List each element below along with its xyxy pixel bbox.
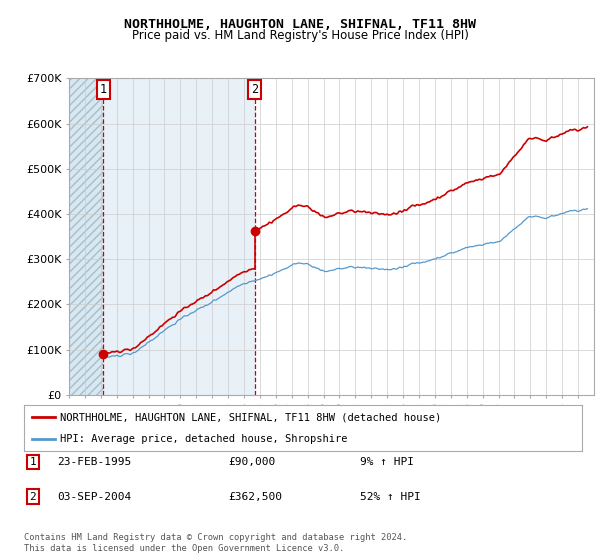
Text: 1: 1 (29, 457, 37, 467)
Text: 2: 2 (29, 492, 37, 502)
Text: 1: 1 (100, 83, 107, 96)
Text: 52% ↑ HPI: 52% ↑ HPI (360, 492, 421, 502)
Text: 23-FEB-1995: 23-FEB-1995 (57, 457, 131, 467)
Text: NORTHHOLME, HAUGHTON LANE, SHIFNAL, TF11 8HW: NORTHHOLME, HAUGHTON LANE, SHIFNAL, TF11… (124, 18, 476, 31)
Text: 03-SEP-2004: 03-SEP-2004 (57, 492, 131, 502)
Text: Price paid vs. HM Land Registry's House Price Index (HPI): Price paid vs. HM Land Registry's House … (131, 29, 469, 42)
Bar (69, 78, 103, 395)
Text: HPI: Average price, detached house, Shropshire: HPI: Average price, detached house, Shro… (60, 435, 348, 444)
Text: Contains HM Land Registry data © Crown copyright and database right 2024.
This d: Contains HM Land Registry data © Crown c… (24, 533, 407, 553)
Bar (103, 78, 254, 395)
Text: 2: 2 (251, 83, 258, 96)
Text: 9% ↑ HPI: 9% ↑ HPI (360, 457, 414, 467)
Text: £90,000: £90,000 (228, 457, 275, 467)
Text: £362,500: £362,500 (228, 492, 282, 502)
Text: NORTHHOLME, HAUGHTON LANE, SHIFNAL, TF11 8HW (detached house): NORTHHOLME, HAUGHTON LANE, SHIFNAL, TF11… (60, 412, 442, 422)
